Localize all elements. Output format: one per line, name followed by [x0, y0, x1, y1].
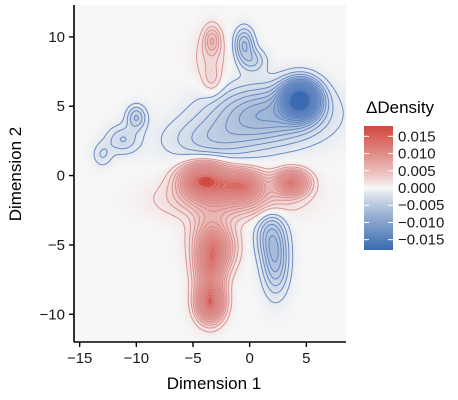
- x-tick-marks: −15 −10 −5 0 5: [67, 342, 311, 367]
- legend-tick-label: −0.015: [398, 232, 444, 249]
- x-axis-title: Dimension 1: [167, 374, 262, 393]
- x-axis: −15 −10 −5 0 5 Dimension 1: [67, 341, 346, 393]
- legend-tick-label: −0.010: [398, 214, 444, 231]
- legend-tick-label: 0.015: [398, 128, 436, 145]
- legend-title: ΔDensity: [366, 98, 435, 117]
- positive-contour: [189, 170, 296, 312]
- x-tick-label: 0: [245, 350, 253, 367]
- negative-contour: [133, 35, 327, 280]
- negative-contour: [288, 89, 311, 112]
- y-tick-label: 10: [48, 29, 65, 46]
- y-tick-label: −5: [48, 237, 65, 254]
- negative-contour: [238, 78, 323, 263]
- positive-contour: [191, 171, 247, 311]
- y-tick-label: 0: [57, 168, 65, 185]
- x-tick-label: −15: [67, 350, 92, 367]
- y-tick-marks: −10 −5 0 5 10: [40, 29, 74, 323]
- negative-contour: [255, 80, 322, 125]
- legend-tick-label: 0.000: [398, 180, 436, 197]
- negative-contour: [93, 23, 344, 304]
- legend-tick-label: 0.005: [398, 163, 436, 180]
- negative-contour: [225, 41, 325, 273]
- positive-contour: [193, 172, 226, 309]
- positive-contour: [185, 167, 302, 316]
- positive-contour: [153, 21, 319, 333]
- positive-contour: [171, 29, 312, 326]
- positive-contour: [197, 175, 217, 189]
- legend-tick-label: 0.010: [398, 146, 436, 163]
- negative-contour: [279, 83, 318, 120]
- positive-contour: [186, 168, 300, 315]
- negative-contour: [284, 86, 315, 116]
- positive-contour: [181, 165, 305, 319]
- positive-contour: [175, 32, 310, 324]
- y-tick-label: 5: [57, 98, 65, 115]
- negative-contour: [285, 87, 314, 115]
- x-tick-label: −5: [184, 350, 201, 367]
- x-tick-label: −10: [124, 350, 149, 367]
- positive-contour: [194, 174, 221, 306]
- positive-contour: [179, 164, 307, 321]
- y-axis: −10 −5 0 5 10 Dimension 2: [6, 5, 75, 342]
- color-legend: ΔDensity 0.0150.0100.0050.000−0.005−0.01…: [364, 98, 444, 250]
- negative-contour: [287, 88, 312, 114]
- positive-contour: [188, 169, 299, 314]
- x-tick-label: 5: [302, 350, 310, 367]
- y-tick-label: −10: [40, 306, 65, 323]
- contour-lines: [93, 21, 344, 333]
- legend-tick-label: −0.005: [398, 197, 444, 214]
- negative-contour: [283, 85, 316, 117]
- negative-contour: [119, 32, 330, 287]
- negative-contour: [281, 84, 317, 119]
- positive-contour: [177, 37, 308, 322]
- negative-contour: [99, 28, 334, 294]
- negative-contour: [273, 81, 320, 123]
- positive-contour: [183, 166, 303, 318]
- negative-contour: [277, 82, 319, 121]
- y-axis-title: Dimension 2: [6, 127, 25, 222]
- plot-area: [74, 5, 346, 342]
- positive-contour: [166, 25, 315, 329]
